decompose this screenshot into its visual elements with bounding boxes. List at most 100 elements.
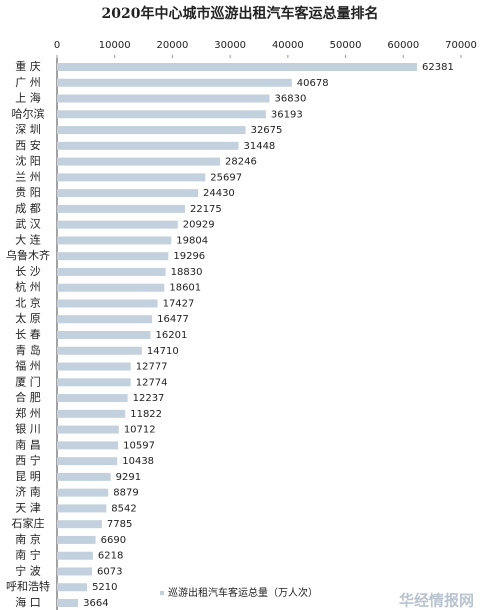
category-label: 福 州 — [15, 359, 41, 373]
category-label: 南 昌 — [15, 438, 41, 451]
x-tick-label: 30000 — [214, 40, 246, 51]
category-label: 乌鲁木齐 — [6, 248, 50, 262]
value-label: 19804 — [176, 235, 208, 246]
category-label: 贵 阳 — [15, 186, 41, 199]
category-label: 杭 州 — [15, 280, 41, 294]
value-label: 19296 — [173, 251, 205, 262]
bar — [57, 315, 153, 324]
bar — [57, 535, 96, 544]
bar — [57, 157, 221, 166]
bar — [57, 599, 79, 607]
value-label: 12774 — [136, 377, 168, 388]
bar — [57, 236, 172, 245]
category-label: 沈 阳 — [15, 154, 41, 168]
value-label: 28246 — [225, 157, 257, 168]
bar — [57, 583, 88, 592]
bar — [57, 441, 119, 450]
category-label: 哈尔滨 — [12, 106, 45, 120]
bar — [57, 173, 206, 182]
category-label: 南 京 — [15, 532, 41, 546]
bar — [57, 425, 119, 434]
legend-swatch — [160, 591, 164, 595]
bar — [57, 283, 165, 292]
value-label: 11822 — [130, 409, 162, 420]
category-label: 青 岛 — [15, 343, 41, 357]
value-label: 16201 — [156, 330, 188, 341]
bar — [57, 567, 93, 576]
category-label: 广 州 — [15, 76, 41, 89]
bar — [57, 189, 198, 198]
bar — [57, 409, 126, 418]
watermark: 华经情报网 — [399, 592, 474, 610]
bar — [57, 346, 142, 355]
bar — [57, 141, 239, 150]
category-label: 银 川 — [15, 422, 41, 436]
bar — [57, 551, 93, 560]
category-label: 深 圳 — [15, 123, 41, 136]
value-label: 22175 — [190, 204, 222, 215]
bar — [57, 504, 107, 513]
category-label: 郑 州 — [15, 406, 41, 420]
category-label: 济 南 — [15, 485, 41, 499]
category-label: 重 庆 — [15, 59, 41, 73]
bar — [57, 378, 131, 387]
value-label: 10597 — [123, 440, 155, 451]
category-label: 北 京 — [15, 295, 41, 309]
bar — [57, 520, 102, 529]
bar — [57, 457, 118, 466]
bar — [57, 126, 246, 135]
category-label: 兰 州 — [15, 170, 41, 183]
category-label: 南 宁 — [15, 548, 41, 562]
value-label: 6690 — [101, 535, 126, 546]
value-label: 24430 — [203, 188, 235, 199]
value-label: 18601 — [169, 283, 201, 294]
value-label: 20929 — [183, 220, 215, 231]
x-tick-label: 50000 — [330, 40, 362, 51]
bar — [57, 472, 111, 481]
bar — [57, 94, 270, 103]
bar — [57, 78, 292, 87]
value-label: 7785 — [107, 519, 132, 530]
value-label: 6218 — [98, 551, 123, 562]
category-label: 长 沙 — [15, 265, 41, 278]
value-label: 10712 — [124, 425, 156, 436]
category-label: 武 汉 — [15, 218, 41, 231]
value-label: 14710 — [147, 346, 179, 357]
x-tick-label: 0 — [54, 40, 60, 51]
category-label: 合 肥 — [15, 390, 41, 404]
bar — [57, 331, 151, 339]
bar — [57, 394, 128, 403]
value-label: 10438 — [122, 456, 154, 467]
bar — [57, 252, 169, 261]
category-label: 石家庄 — [12, 516, 45, 530]
value-label: 12237 — [133, 393, 165, 404]
value-label: 31448 — [243, 141, 275, 152]
category-label: 昆 明 — [15, 470, 41, 483]
value-label: 5210 — [92, 582, 117, 593]
category-label: 成 都 — [15, 202, 41, 215]
legend-label: 巡游出租汽车客运总量（万人次） — [168, 586, 318, 599]
bar — [57, 204, 185, 213]
bar — [57, 488, 109, 497]
category-label: 西 宁 — [15, 453, 41, 467]
bar — [57, 63, 418, 71]
value-label: 36830 — [275, 94, 307, 105]
x-tick-label: 20000 — [157, 40, 189, 51]
value-label: 62381 — [422, 62, 454, 73]
category-label: 太 原 — [15, 312, 41, 325]
bar — [57, 267, 166, 276]
bar — [57, 220, 178, 229]
value-label: 16477 — [157, 314, 189, 325]
value-label: 36193 — [271, 109, 303, 120]
value-label: 17427 — [163, 298, 195, 309]
category-label: 厦 门 — [15, 374, 41, 388]
value-label: 25697 — [210, 172, 242, 183]
category-label: 西 安 — [15, 138, 41, 152]
value-label: 9291 — [116, 472, 141, 483]
category-label: 长 春 — [15, 328, 41, 341]
value-label: 18830 — [171, 267, 203, 278]
category-label: 天 津 — [15, 501, 41, 514]
category-label: 上 海 — [15, 91, 41, 105]
value-label: 6073 — [97, 566, 122, 577]
value-label: 8879 — [113, 488, 138, 499]
